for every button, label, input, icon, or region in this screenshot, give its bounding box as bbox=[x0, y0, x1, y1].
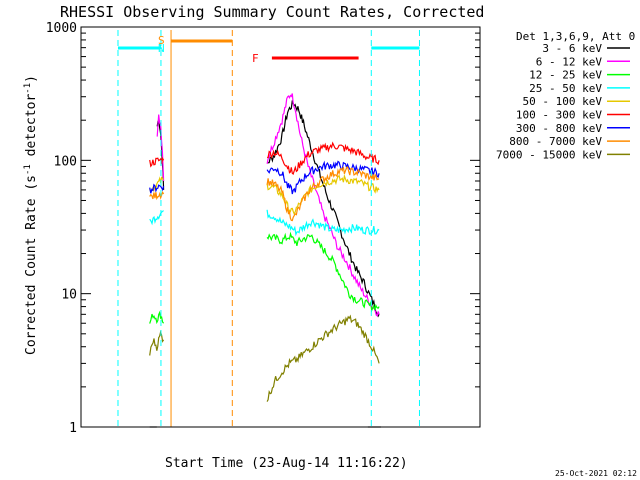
series-line-8-1 bbox=[266, 314, 380, 402]
legend-label-2: 12 - 25 keV bbox=[529, 69, 602, 82]
y-tick-label-2: 100 bbox=[54, 154, 77, 169]
legend-label-3: 25 - 50 keV bbox=[529, 82, 602, 95]
plot-frame bbox=[80, 26, 481, 428]
x-axis-label: Start Time (23-Aug-14 11:16:22) bbox=[165, 456, 408, 471]
series-line-0-2 bbox=[266, 100, 380, 318]
saa-flag-label: S bbox=[158, 34, 165, 47]
night-flag-label: N bbox=[158, 42, 165, 55]
y-tick-label-0: 1 bbox=[69, 421, 77, 436]
y-tick-label-3: 1000 bbox=[46, 21, 77, 36]
legend-label-6: 300 - 800 keV bbox=[516, 122, 602, 135]
plot-area: SN F bbox=[117, 30, 420, 428]
series-line-6-0 bbox=[149, 183, 165, 194]
series-line-2-0 bbox=[149, 310, 165, 325]
series-line-7-1 bbox=[266, 166, 380, 222]
legend-label-0: 3 - 6 keV bbox=[542, 42, 602, 55]
legend-label-8: 7000 - 15000 keV bbox=[496, 148, 602, 161]
axes: 11:3011:4512:0012:1512:3012:451101001000 bbox=[46, 21, 480, 436]
y-axis-label: Corrected Count Rate (s-1 detector-1) bbox=[23, 75, 39, 355]
series-line-3-1 bbox=[266, 209, 380, 237]
series-line-2-1 bbox=[266, 231, 380, 313]
series-line-6-1 bbox=[266, 160, 380, 195]
legend-label-7: 800 - 7000 keV bbox=[509, 135, 602, 148]
legend-label-4: 50 - 100 keV bbox=[523, 95, 603, 108]
legend-label-5: 100 - 300 keV bbox=[516, 109, 602, 122]
series-line-1-1 bbox=[266, 93, 380, 317]
legend-label-1: 6 - 12 keV bbox=[536, 55, 603, 68]
timestamp: 25-Oct-2021 02:12 bbox=[555, 469, 637, 478]
legend-header: Det 1,3,6,9, Att 0 bbox=[516, 30, 635, 43]
y-tick-label-1: 10 bbox=[61, 288, 77, 303]
flare-flag-label: F bbox=[252, 52, 259, 65]
chart-title: RHESSI Observing Summary Count Rates, Co… bbox=[60, 3, 484, 21]
series-line-7-0 bbox=[149, 190, 165, 201]
series-line-5-1 bbox=[267, 141, 380, 175]
